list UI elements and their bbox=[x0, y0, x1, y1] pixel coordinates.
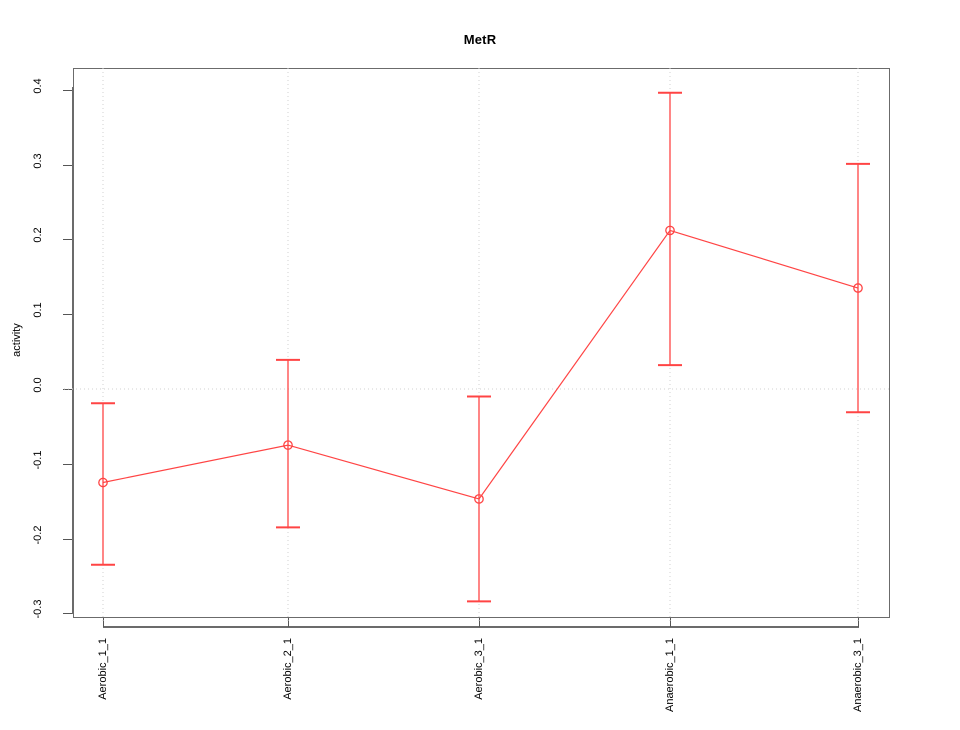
y-tick-label-text: -0.3 bbox=[32, 599, 44, 619]
y-tick bbox=[63, 164, 72, 166]
x-axis-line bbox=[103, 626, 859, 628]
x-tick-label-text: Aerobic_3_1 bbox=[473, 638, 485, 700]
chart-title: MetR bbox=[463, 32, 497, 47]
y-tick-label: -0.1 bbox=[18, 450, 58, 474]
y-tick bbox=[63, 538, 72, 540]
x-tick-label: Aerobic_2_1 bbox=[280, 638, 296, 730]
x-tick-label-text: Aerobic_1_1 bbox=[97, 638, 109, 700]
y-tick-label: 0.0 bbox=[18, 377, 58, 399]
x-tick bbox=[858, 618, 859, 627]
x-tick-label-text: Anaerobic_3_1 bbox=[852, 638, 864, 713]
y-tick-label-text: 0.4 bbox=[32, 78, 44, 94]
y-tick-label-text: 0.1 bbox=[32, 302, 44, 318]
x-tick-label: Anaerobic_1_1 bbox=[662, 638, 678, 730]
y-tick bbox=[63, 89, 72, 91]
x-tick bbox=[670, 618, 671, 627]
y-tick bbox=[63, 314, 72, 316]
y-tick-label-text: 0.0 bbox=[32, 377, 44, 393]
y-tick-label-text: 0.2 bbox=[32, 227, 44, 244]
y-axis-line bbox=[72, 87, 74, 614]
y-tick bbox=[63, 389, 72, 390]
y-tick-label-text: -0.2 bbox=[32, 525, 44, 545]
x-tick-label-text: Aerobic_2_1 bbox=[282, 638, 294, 700]
y-tick-label-text: -0.1 bbox=[32, 450, 44, 470]
y-tick-label: 0.3 bbox=[18, 153, 58, 175]
x-tick bbox=[479, 618, 480, 627]
y-tick bbox=[63, 463, 72, 465]
x-tick-label-text: Anaerobic_1_1 bbox=[664, 638, 676, 713]
y-tick-label: -0.3 bbox=[18, 600, 58, 623]
x-tick-label: Anaerobic_3_1 bbox=[850, 638, 866, 730]
plot-area-border bbox=[73, 68, 890, 618]
y-tick-label: -0.2 bbox=[18, 525, 58, 549]
x-tick-label: Aerobic_1_1 bbox=[95, 638, 111, 730]
x-tick-label: Aerobic_3_1 bbox=[471, 638, 487, 730]
y-tick-label-text: 0.3 bbox=[32, 152, 44, 169]
y-tick bbox=[63, 613, 72, 615]
y-tick bbox=[63, 239, 72, 241]
y-tick-label: 0.1 bbox=[18, 303, 58, 324]
y-tick-label: 0.2 bbox=[18, 228, 58, 249]
x-tick bbox=[103, 618, 104, 627]
y-tick-label: 0.4 bbox=[18, 78, 58, 100]
x-tick bbox=[288, 618, 289, 627]
